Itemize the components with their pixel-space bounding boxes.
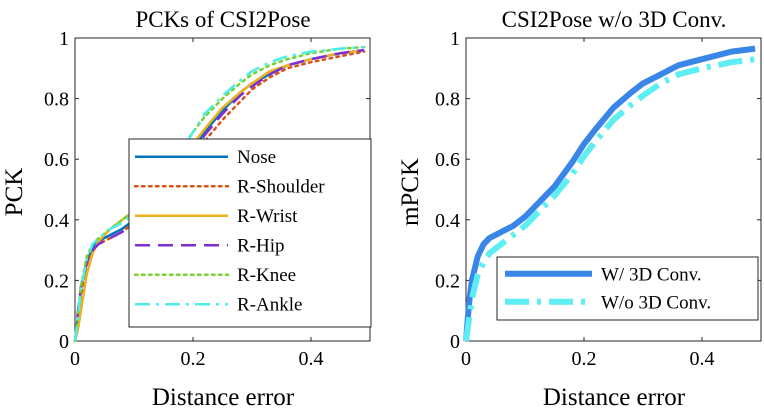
chart-pcks-of-csi2pose: PCKs of CSI2Pose 0 0.2 0.4 0 0.2 0.4 0.6 0.8 1 No… bbox=[1, 7, 372, 411]
x-tick-label: 0 bbox=[461, 348, 471, 370]
y-tick-label: 0.6 bbox=[435, 149, 460, 171]
chart-title: PCKs of CSI2Pose bbox=[135, 7, 310, 32]
x-tick-label: 0.4 bbox=[299, 348, 324, 370]
legend-label: R-Hip bbox=[237, 236, 285, 257]
y-tick-label: 0.4 bbox=[435, 210, 460, 232]
x-axis-label: Distance error bbox=[152, 384, 295, 411]
legend: W/ 3D Conv. W/o 3D Conv. bbox=[496, 256, 759, 321]
y-tick-label: 0 bbox=[59, 331, 69, 353]
chart-csi2pose-without-3d-conv: CSI2Pose w/o 3D Conv. 0 0.2 0.400.20.40.60… bbox=[397, 7, 762, 411]
y-tick-label: 0.2 bbox=[435, 270, 460, 292]
series-line-r-hip bbox=[73, 48, 365, 342]
y-tick-label: 0.2 bbox=[44, 270, 69, 292]
legend-label: R-Ankle bbox=[237, 295, 302, 316]
y-tick-label: 0.8 bbox=[44, 89, 69, 111]
legend-label: W/o 3D Conv. bbox=[601, 292, 711, 313]
x-tick-label: 0 bbox=[70, 348, 80, 370]
plot-area: 0 0.2 0.4 0 0.2 0.4 0.6 0.8 1 Nose R-Shoulder R-Wri… bbox=[44, 28, 372, 370]
y-tick-label: 0.6 bbox=[44, 149, 69, 171]
y-tick-label: 0.8 bbox=[435, 89, 460, 111]
chart-title: CSI2Pose w/o 3D Conv. bbox=[502, 7, 727, 32]
y-tick-label: 0 bbox=[450, 331, 460, 353]
x-tick-label: 0.4 bbox=[690, 348, 715, 370]
y-tick-label: 0.4 bbox=[44, 210, 69, 232]
series-line-w-3d-conv bbox=[463, 45, 756, 342]
legend-label: Nose bbox=[237, 147, 276, 168]
legend-label: R-Knee bbox=[237, 265, 296, 286]
legend-label: R-Wrist bbox=[237, 206, 298, 227]
y-axis-label: PCK bbox=[1, 168, 28, 217]
legend-box bbox=[496, 256, 759, 321]
y-axis-label: mPCK bbox=[397, 158, 424, 226]
plot-area: 0 0.2 0.4 0 0.2 0.4 0.6 0.8 1 W/ 3D Conv. W/o 3D C… bbox=[435, 28, 762, 370]
axes-box bbox=[465, 37, 762, 342]
x-tick-label: 0.2 bbox=[181, 348, 206, 370]
x-axis-label: Distance error bbox=[543, 384, 686, 411]
legend-box bbox=[128, 138, 372, 328]
legend-label: R-Shoulder bbox=[237, 177, 325, 198]
series-line-w-o-3d-conv bbox=[463, 56, 756, 342]
x-tick-label: 0.2 bbox=[572, 348, 597, 370]
y-tick-label: 1 bbox=[450, 28, 460, 50]
legend-label: W/ 3D Conv. bbox=[601, 264, 702, 285]
y-tick-label: 1 bbox=[59, 28, 69, 50]
legend: Nose R-Shoulder R-Wrist R-Hip R-Knee R-Ankle bbox=[128, 138, 372, 328]
